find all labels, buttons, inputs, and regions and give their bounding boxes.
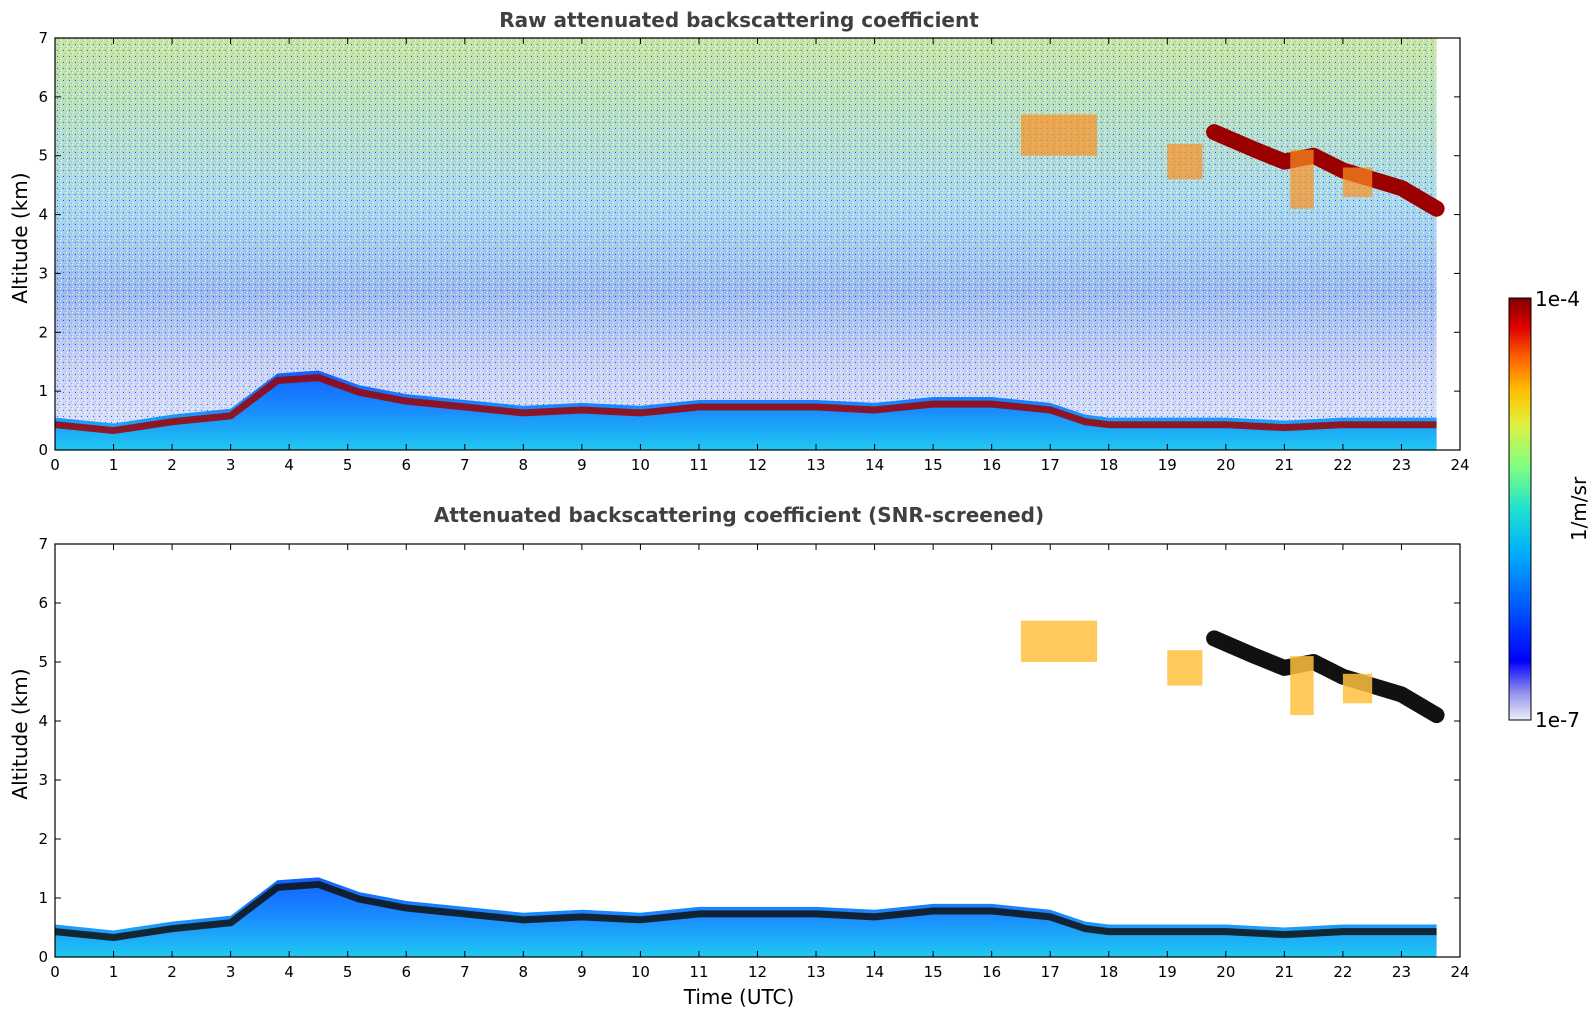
x-tick-label: 3 (226, 963, 236, 981)
colorbar-gradient (1508, 297, 1532, 721)
x-tick-label: 18 (1099, 456, 1118, 474)
virga-patch (1290, 149, 1314, 209)
colorbar-label: 1/m/sr (1567, 476, 1591, 541)
virga-patch (1167, 650, 1203, 686)
x-tick-label: 6 (401, 456, 411, 474)
y-tick-label: 6 (38, 594, 48, 612)
virga-patch (1342, 673, 1373, 704)
virga-patch (1167, 143, 1203, 180)
panel-title-raw: Raw attenuated backscattering coefficien… (499, 8, 979, 32)
x-tick-label: 17 (1041, 456, 1060, 474)
x-tick-label: 24 (1450, 963, 1469, 981)
virga-patch (1290, 656, 1314, 716)
x-tick-label: 6 (401, 963, 411, 981)
y-tick-label: 7 (38, 29, 48, 47)
boundary-layer-top (54, 374, 1437, 435)
x-axis-label: Time (UTC) (683, 985, 795, 1009)
y-tick-label: 5 (38, 653, 48, 671)
x-tick-label: 14 (865, 963, 884, 981)
x-tick-label: 15 (924, 456, 943, 474)
y-tick-label: 0 (38, 441, 48, 459)
x-tick-label: 0 (50, 963, 60, 981)
boundary-layer-top (54, 880, 1437, 942)
x-tick-label: 12 (748, 963, 767, 981)
x-tick-label: 21 (1275, 963, 1294, 981)
x-tick-label: 2 (167, 963, 177, 981)
x-tick-label: 8 (519, 456, 529, 474)
colorbar-min-label: 1e-7 (1535, 708, 1580, 732)
x-tick-label: 19 (1158, 456, 1177, 474)
y-tick-label: 4 (38, 206, 48, 224)
y-tick-label: 3 (38, 771, 48, 789)
x-tick-label: 7 (460, 456, 470, 474)
cloud-layer (1206, 630, 1445, 724)
x-tick-label: 7 (460, 963, 470, 981)
x-tick-label: 5 (343, 456, 353, 474)
x-tick-label: 23 (1392, 456, 1411, 474)
x-tick-label: 1 (109, 963, 119, 981)
y-axis-label-raw: Altitude (km) (8, 172, 32, 303)
virga-patch (1020, 620, 1098, 662)
y-tick-label: 2 (38, 830, 48, 848)
x-tick-label: 5 (343, 963, 353, 981)
y-tick-label: 7 (38, 535, 48, 553)
panel-title-snr: Attenuated backscattering coefficient (S… (434, 503, 1044, 527)
x-tick-label: 21 (1275, 456, 1294, 474)
x-tick-label: 11 (689, 963, 708, 981)
x-tick-label: 13 (806, 456, 825, 474)
x-tick-label: 16 (982, 456, 1001, 474)
x-tick-label: 8 (519, 963, 529, 981)
x-tick-label: 14 (865, 456, 884, 474)
x-tick-label: 11 (689, 456, 708, 474)
virga-streaks (1020, 114, 1373, 209)
plot-area-snr (54, 620, 1445, 957)
x-tick-label: 10 (631, 456, 650, 474)
x-tick-label: 16 (982, 963, 1001, 981)
y-axis-snr: 0 1 2 3 4 5 6 7 (38, 535, 1460, 966)
x-tick-label: 17 (1041, 963, 1060, 981)
x-tick-label: 12 (748, 456, 767, 474)
x-tick-label: 22 (1333, 963, 1352, 981)
y-tick-label: 3 (38, 264, 48, 282)
y-tick-label: 1 (38, 889, 48, 907)
y-tick-label: 2 (38, 323, 48, 341)
x-tick-label: 15 (924, 963, 943, 981)
x-axis-snr: 0 1 2 3 4 5 6 7 8 9 10 11 12 13 14 15 16 17 18 19 20 21 22 23 24 (50, 544, 1470, 981)
virga-patch (1020, 114, 1098, 156)
y-axis-label-snr: Altitude (km) (8, 668, 32, 799)
x-tick-label: 3 (226, 456, 236, 474)
x-tick-label: 0 (50, 456, 60, 474)
x-tick-label: 19 (1158, 963, 1177, 981)
x-tick-label: 2 (167, 456, 177, 474)
x-axis-raw: 0 1 2 3 4 5 6 7 8 9 10 11 12 13 14 15 16 17 18 19 20 21 22 23 24 (50, 38, 1470, 474)
x-tick-label: 20 (1216, 456, 1235, 474)
y-tick-label: 0 (38, 948, 48, 966)
x-tick-label: 4 (284, 456, 294, 474)
x-tick-label: 13 (806, 963, 825, 981)
colorbar-max-label: 1e-4 (1535, 287, 1580, 311)
cloud-layer (1206, 124, 1445, 217)
panel-snr-screened: Attenuated backscattering coefficient (S… (8, 503, 1470, 1009)
x-tick-label: 4 (284, 963, 294, 981)
panel-raw: Raw attenuated backscattering coefficien… (8, 8, 1470, 474)
plot-area-raw (54, 38, 1445, 450)
y-tick-label: 4 (38, 712, 48, 730)
x-tick-label: 22 (1333, 456, 1352, 474)
x-tick-label: 23 (1392, 963, 1411, 981)
colorbar: 1e-4 1e-7 1/m/sr (1508, 287, 1591, 732)
x-tick-label: 9 (577, 963, 587, 981)
x-tick-label: 20 (1216, 963, 1235, 981)
y-tick-label: 1 (38, 382, 48, 400)
virga-patches (1020, 620, 1373, 716)
y-axis-raw: 0 1 2 3 4 5 6 7 (38, 29, 1460, 459)
y-tick-label: 6 (38, 88, 48, 106)
x-tick-label: 24 (1450, 456, 1469, 474)
virga-patch (1342, 167, 1373, 197)
x-tick-label: 1 (109, 456, 119, 474)
x-tick-label: 9 (577, 456, 587, 474)
x-tick-label: 18 (1099, 963, 1118, 981)
y-tick-label: 5 (38, 147, 48, 165)
x-tick-label: 10 (631, 963, 650, 981)
